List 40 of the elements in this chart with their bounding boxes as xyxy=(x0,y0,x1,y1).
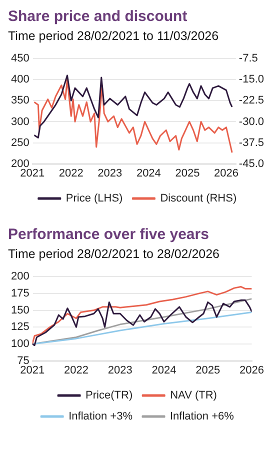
legend-label: Inflation +6% xyxy=(170,410,234,423)
x-tick-label: 2021 xyxy=(20,167,45,180)
y2-tick-label: -30.0 xyxy=(238,116,264,128)
x-tick-label: 2023 xyxy=(98,167,122,180)
chart-title: Share price and discount xyxy=(8,8,188,25)
y2-tick-label: -15.0 xyxy=(238,74,264,86)
x-tick-label: 2022 xyxy=(64,364,88,376)
chart-subtitle: Time period 28/02/2021 to 28/02/2026 xyxy=(8,247,220,261)
y-tick-label: 200 xyxy=(10,158,30,170)
y-tick-label: 150 xyxy=(10,304,30,316)
y2-tick-label: -7.5 xyxy=(238,52,258,65)
legend-label: NAV (TR) xyxy=(170,390,217,402)
y-tick-label: 350 xyxy=(10,94,30,107)
x-tick-label: 2024 xyxy=(136,167,161,180)
legend-label: Price (LHS) xyxy=(66,192,123,205)
x-tick-label: 2026 xyxy=(214,167,238,180)
y-tick-label: 100 xyxy=(10,338,30,350)
x-tick-label: 2026 xyxy=(240,364,264,376)
y-tick-label: 400 xyxy=(10,74,30,86)
y2-tick-label: -37.5 xyxy=(238,136,264,149)
y-tick-label: 300 xyxy=(10,116,30,128)
x-tick-label: 2025 xyxy=(175,167,200,180)
chart-subtitle: Time period 28/02/2021 to 11/03/2026 xyxy=(8,29,220,43)
legend-label: Discount (RHS) xyxy=(160,192,237,205)
y-tick-label: 250 xyxy=(10,136,30,149)
x-tick-label: 2024 xyxy=(152,364,176,376)
legend-label: Inflation +3% xyxy=(68,410,133,423)
x-tick-label: 2022 xyxy=(58,167,84,180)
y2-tick-label: -45.0 xyxy=(238,158,264,170)
x-tick-label: 2025 xyxy=(196,364,220,376)
x-tick-label: 2021 xyxy=(20,364,45,376)
legend-label: Price(TR) xyxy=(86,390,133,402)
y-tick-label: 450 xyxy=(10,52,30,65)
y-tick-label: 75 xyxy=(17,354,30,367)
x-tick-label: 2023 xyxy=(108,364,132,376)
chart-title: Performance over five years xyxy=(8,226,210,243)
y-tick-label: 200 xyxy=(10,270,30,283)
y2-tick-label: -22.5 xyxy=(238,94,264,107)
y-tick-label: 125 xyxy=(10,321,30,334)
y-tick-label: 175 xyxy=(10,287,30,300)
